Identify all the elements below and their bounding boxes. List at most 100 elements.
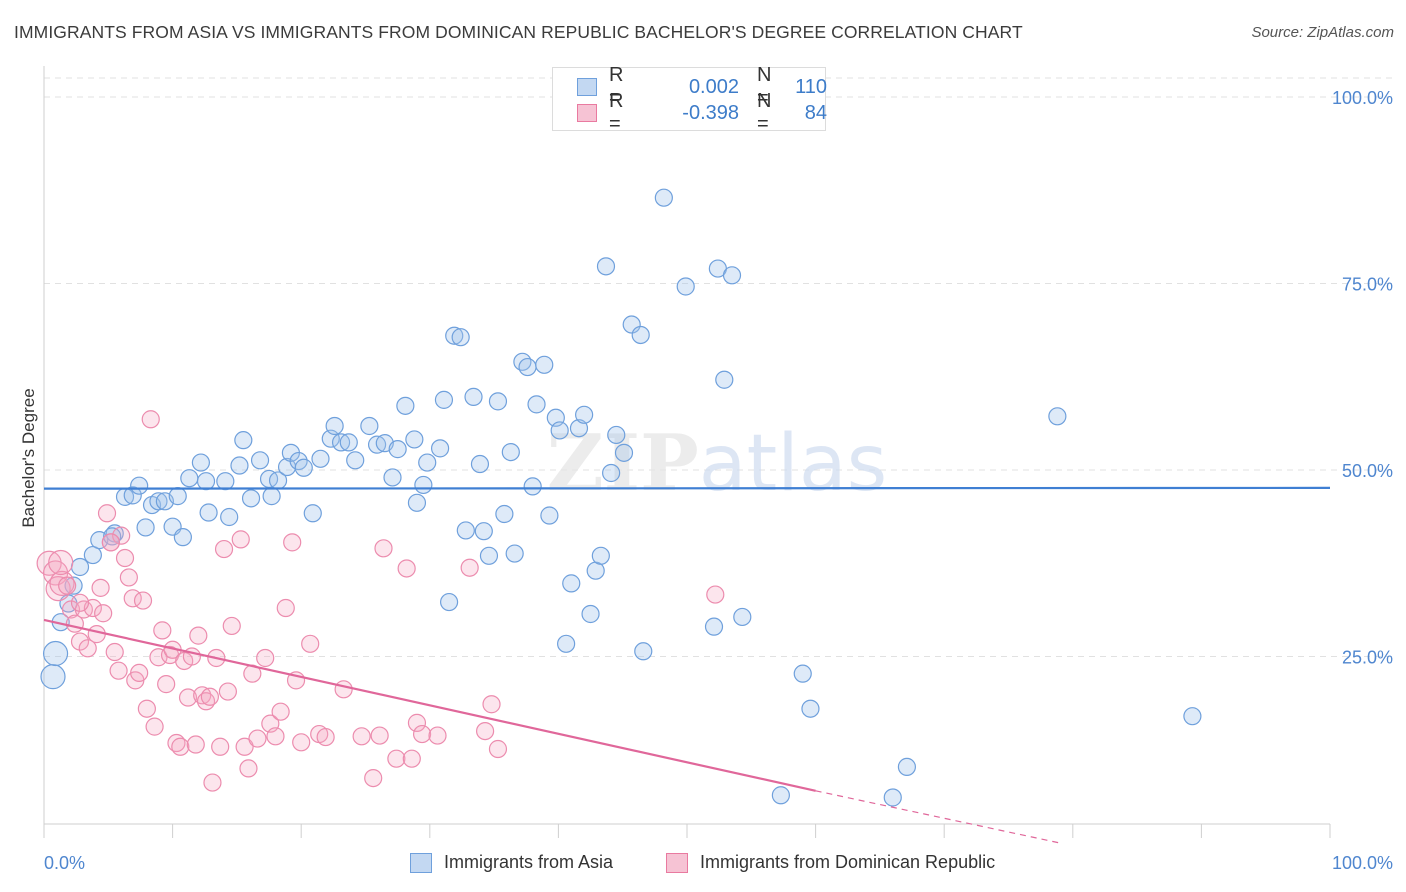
dominican-point [460,558,479,577]
asia-point [614,443,634,462]
asia-point [445,326,464,345]
asia-point [339,433,358,452]
asia-point [518,357,537,377]
asia-point [325,416,344,436]
dominican-point [352,727,371,746]
dominican-point [186,735,205,754]
dominican-point [482,695,501,714]
asia-point [634,642,653,661]
asia-point [407,493,427,512]
asia-point [1183,707,1202,726]
source-label: Source: ZipAtlas.com [1251,24,1394,41]
asia-point [676,277,695,296]
y-tick-label: 25.0% [1342,648,1393,668]
asia-swatch [577,78,597,96]
dominican-point [271,702,290,721]
asia-point [581,604,600,624]
asia-point [771,786,790,805]
y-axis-label: Bachelor's Degree [19,388,38,527]
asia-point [488,392,508,411]
asia-point [591,546,610,565]
asia-point [241,489,261,508]
dominican-point [218,682,237,701]
dominican-point [276,598,295,618]
asia-point [136,518,155,537]
dominican-point [109,661,128,680]
asia-point [220,507,239,527]
y-tick-label: 75.0% [1342,275,1393,295]
asia-point [414,475,433,495]
asia-point [722,266,742,285]
asia-point [883,788,902,807]
asia-point [42,640,69,667]
r-label: R = [609,90,624,135]
asia-point [897,757,917,777]
dominican-point [115,548,135,568]
dominican-point [189,626,208,645]
asia-point [550,421,569,440]
asia-point [495,504,514,524]
dominican-point [141,410,160,429]
dominican-point [105,642,124,662]
dominican-point [402,749,421,768]
asia-point [801,699,820,718]
dominican-point [407,713,427,732]
dominican-point [61,600,81,619]
asia-point [569,419,589,438]
asia-point [733,607,752,627]
dominican-point [70,593,90,612]
asia-point [557,634,576,653]
asia-point [540,506,559,525]
asia-point [527,395,546,414]
asia-point [535,355,554,374]
dominican-point [370,726,389,745]
asia-point [602,463,621,483]
asia-point [199,503,218,522]
dominican-point [133,591,153,610]
asia-point [168,487,187,506]
dominican-point [397,559,416,578]
dominican-point [157,675,176,694]
dominican-point [301,634,320,653]
asia-point [383,468,402,487]
asia-point [654,188,673,207]
dominican-point [178,688,198,707]
dominican-point [222,616,241,636]
asia-point [346,451,365,470]
asia-point [70,557,90,577]
dominican-point [171,737,190,756]
asia-point [793,664,812,683]
watermark: ZIPatlas [547,418,888,509]
asia-point [294,458,313,477]
asia-point [451,328,470,347]
asia-point [303,504,322,523]
asia-point [360,416,379,436]
dominican-trend-line [43,618,816,792]
asia-point [439,592,459,612]
dominican-swatch [577,104,597,122]
asia-point [1048,407,1067,426]
asia-point [562,574,581,593]
asia-point [474,522,493,541]
asia-point [405,430,424,449]
asia-point [396,396,415,415]
dominican-point [374,539,393,558]
r-value: 0.002 [688,75,739,98]
n-label: N = [757,64,772,109]
asia-point [622,315,641,334]
dominican-point [94,604,113,623]
dominican-point [266,727,285,746]
asia-point [513,352,532,371]
dominican-point [137,699,156,718]
asia-point [418,453,437,472]
dominican-trend-extension [815,790,1061,844]
dominican-point [203,773,222,792]
dominican-point [101,533,120,552]
legend-label-asia: Immigrants from Asia [444,852,614,872]
asia-point [196,472,216,491]
asia-point [331,433,351,452]
asia-point [311,449,330,468]
dominican-point [292,733,311,752]
asia-point [180,469,199,488]
